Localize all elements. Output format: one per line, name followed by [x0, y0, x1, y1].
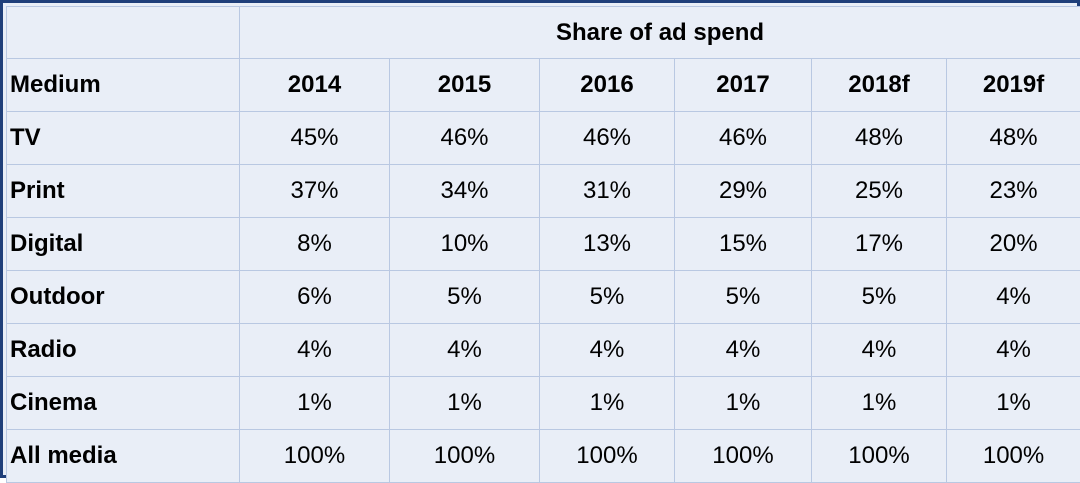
- table-cell: 4%: [947, 271, 1080, 324]
- table-cell: 1%: [675, 377, 812, 430]
- table-cell: 48%: [812, 112, 947, 165]
- table-cell: 8%: [240, 218, 390, 271]
- table-cell: 4%: [675, 324, 812, 377]
- table-cell: 25%: [812, 165, 947, 218]
- table-cell: 1%: [540, 377, 675, 430]
- row-label: All media: [7, 430, 240, 483]
- column-header: 2017: [675, 59, 812, 112]
- table-cell: 100%: [947, 430, 1080, 483]
- table-cell: 4%: [947, 324, 1080, 377]
- table-cell: 17%: [812, 218, 947, 271]
- table-cell: 100%: [675, 430, 812, 483]
- row-header: Medium: [7, 59, 240, 112]
- title-row: Share of ad spend: [7, 7, 1080, 59]
- table-cell: 4%: [240, 324, 390, 377]
- table-cell: 29%: [675, 165, 812, 218]
- table-cell: 4%: [390, 324, 540, 377]
- table-cell: 4%: [812, 324, 947, 377]
- table-cell: 5%: [675, 271, 812, 324]
- corner-cell: [7, 7, 240, 59]
- table-title: Share of ad spend: [240, 7, 1080, 59]
- column-header: 2015: [390, 59, 540, 112]
- table-cell: 46%: [675, 112, 812, 165]
- table-cell: 5%: [540, 271, 675, 324]
- row-label: Digital: [7, 218, 240, 271]
- column-header: 2014: [240, 59, 390, 112]
- table-cell: 31%: [540, 165, 675, 218]
- table-cell: 48%: [947, 112, 1080, 165]
- column-header: 2019f: [947, 59, 1080, 112]
- table-cell: 13%: [540, 218, 675, 271]
- table-cell: 1%: [240, 377, 390, 430]
- table-cell: 4%: [540, 324, 675, 377]
- table-cell: 100%: [240, 430, 390, 483]
- table-cell: 46%: [390, 112, 540, 165]
- table-cell: 100%: [540, 430, 675, 483]
- row-label: Radio: [7, 324, 240, 377]
- table-cell: 100%: [812, 430, 947, 483]
- row-label: Outdoor: [7, 271, 240, 324]
- row-label: Print: [7, 165, 240, 218]
- table-cell: 37%: [240, 165, 390, 218]
- table-cell: 15%: [675, 218, 812, 271]
- table-cell: 34%: [390, 165, 540, 218]
- table-cell: 1%: [947, 377, 1080, 430]
- table-cell: 20%: [947, 218, 1080, 271]
- column-header: 2018f: [812, 59, 947, 112]
- table-cell: 5%: [812, 271, 947, 324]
- table-cell: 5%: [390, 271, 540, 324]
- column-header: 2016: [540, 59, 675, 112]
- table-cell: 46%: [540, 112, 675, 165]
- table-cell: 1%: [390, 377, 540, 430]
- table-cell: 10%: [390, 218, 540, 271]
- row-label: TV: [7, 112, 240, 165]
- row-label: Cinema: [7, 377, 240, 430]
- table-cell: 6%: [240, 271, 390, 324]
- table-cell: 45%: [240, 112, 390, 165]
- table-cell: 1%: [812, 377, 947, 430]
- table-cell: 23%: [947, 165, 1080, 218]
- table-cell: 100%: [390, 430, 540, 483]
